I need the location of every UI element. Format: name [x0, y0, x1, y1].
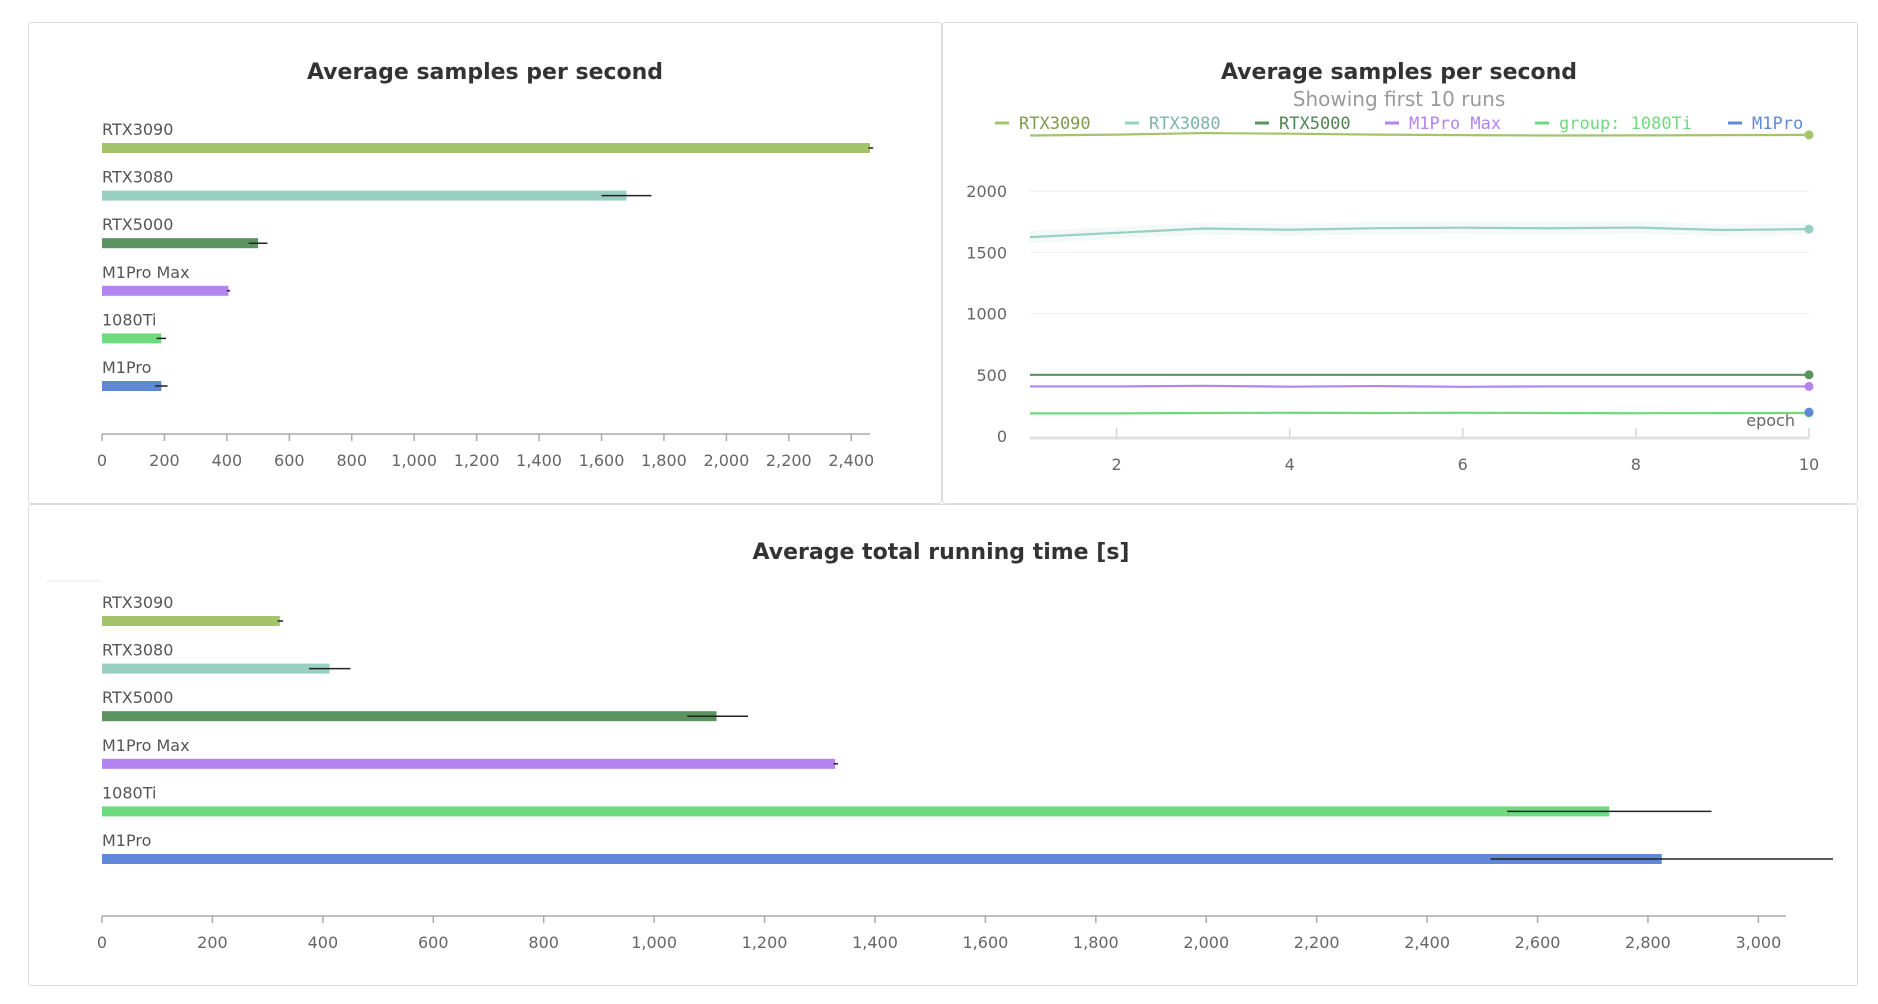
x-tick-label: 2,600 [1515, 933, 1561, 952]
bar [102, 663, 330, 674]
x-tick-label: 400 [308, 933, 339, 952]
legend-label: RTX3080 [1149, 114, 1221, 134]
bar [102, 143, 870, 153]
samples-line-chart: Average samples per second Showing first… [966, 60, 1819, 474]
bar [102, 806, 1610, 817]
x-tick-label: 1,400 [516, 451, 562, 470]
bar-category-label: M1Pro [102, 831, 151, 850]
series-line [1029, 226, 1810, 239]
y-tick-label: 2000 [966, 182, 1007, 201]
legend-label: group: 1080Ti [1559, 114, 1692, 134]
x-tick-label: 1,200 [742, 933, 788, 952]
chart-title: Average samples per second [1221, 60, 1577, 85]
bar [102, 758, 836, 769]
x-tick-label: 1,400 [852, 933, 898, 952]
x-tick-label: 0 [97, 451, 107, 470]
x-tick-label: 400 [212, 451, 243, 470]
bar [102, 190, 627, 201]
y-tick-label: 1000 [966, 305, 1007, 324]
series-end-point [1804, 130, 1814, 140]
samples-bar-chart: Average samples per second RTX3090 RTX308… [97, 60, 874, 470]
x-tick-label: 600 [418, 933, 449, 952]
series-line [1030, 384, 1809, 388]
bar [102, 711, 717, 722]
x-tick-label: 0 [97, 933, 107, 952]
x-tick-label: 2 [1111, 455, 1121, 474]
bar-category-label: 1080Ti [102, 310, 156, 329]
x-tick-label: 2,200 [766, 451, 812, 470]
x-tick-label: 8 [1631, 455, 1641, 474]
samples-bar-panel: Average samples per second RTX3090 RTX308… [28, 22, 942, 504]
x-tick-label: 1,800 [1073, 933, 1119, 952]
x-tick-label: 800 [528, 933, 559, 952]
legend-label: M1Pro [1752, 114, 1803, 134]
x-tick-label: 1,600 [579, 451, 625, 470]
x-tick-label: 200 [197, 933, 228, 952]
bar [102, 616, 280, 626]
bar [102, 285, 229, 296]
series-end-point [1804, 407, 1814, 417]
bar-category-label: RTX5000 [102, 215, 173, 234]
series-end-point [1804, 370, 1814, 380]
x-tick-label: 2,200 [1294, 933, 1340, 952]
series-end-point [1804, 224, 1814, 234]
bar-category-label: RTX3080 [102, 168, 173, 187]
series-line [1030, 411, 1810, 415]
x-tick-label: 600 [274, 451, 305, 470]
bar-category-label: M1Pro Max [102, 736, 190, 755]
legend-label: RTX3090 [1019, 114, 1091, 134]
legend-label: M1Pro Max [1409, 114, 1501, 134]
x-tick-label: 3,000 [1735, 933, 1781, 952]
runtime-bar-chart: Average total running time [s] RTX3090 RT… [46, 540, 1833, 952]
series-end-point [1804, 381, 1814, 391]
x-tick-label: 2,800 [1625, 933, 1671, 952]
chart-subtitle: Showing first 10 runs [1293, 87, 1506, 111]
bar-category-label: RTX5000 [102, 688, 173, 707]
y-tick-label: 500 [976, 366, 1007, 385]
bar [102, 238, 259, 249]
x-tick-label: 10 [1799, 455, 1819, 474]
series-line [1029, 131, 1810, 137]
x-tick-label: 2,000 [703, 451, 749, 470]
bar-category-label: M1Pro [102, 358, 151, 377]
x-tick-label: 2,000 [1183, 933, 1229, 952]
bar-category-label: 1080Ti [102, 783, 156, 802]
runtime-bar-panel: Average total running time [s] RTX3090 RT… [28, 504, 1858, 986]
chart-title: Average total running time [s] [753, 540, 1130, 565]
x-tick-label: 1,000 [391, 451, 437, 470]
bar [102, 854, 1662, 864]
bar-category-label: M1Pro Max [102, 263, 190, 282]
chart-title: Average samples per second [307, 60, 663, 85]
x-tick-label: 2,400 [1404, 933, 1450, 952]
samples-line-panel: Average samples per second Showing first… [942, 22, 1858, 504]
x-tick-label: 1,000 [631, 933, 677, 952]
x-tick-label: 1,200 [454, 451, 500, 470]
x-tick-label: 200 [149, 451, 180, 470]
x-tick-label: 2,400 [828, 451, 874, 470]
x-tick-label: 1,800 [641, 451, 687, 470]
x-tick-label: 1,600 [963, 933, 1009, 952]
x-axis-label: epoch [1746, 411, 1795, 430]
bar-category-label: RTX3090 [102, 593, 173, 612]
y-tick-label: 1500 [966, 243, 1007, 262]
legend-label: RTX5000 [1279, 114, 1351, 134]
bar [102, 381, 162, 391]
x-tick-label: 4 [1285, 455, 1295, 474]
x-tick-label: 800 [336, 451, 367, 470]
bar-category-label: RTX3090 [102, 120, 173, 139]
bar [102, 333, 162, 344]
y-tick-label: 0 [997, 427, 1007, 446]
x-tick-label: 6 [1458, 455, 1468, 474]
bar-category-label: RTX3080 [102, 641, 173, 660]
